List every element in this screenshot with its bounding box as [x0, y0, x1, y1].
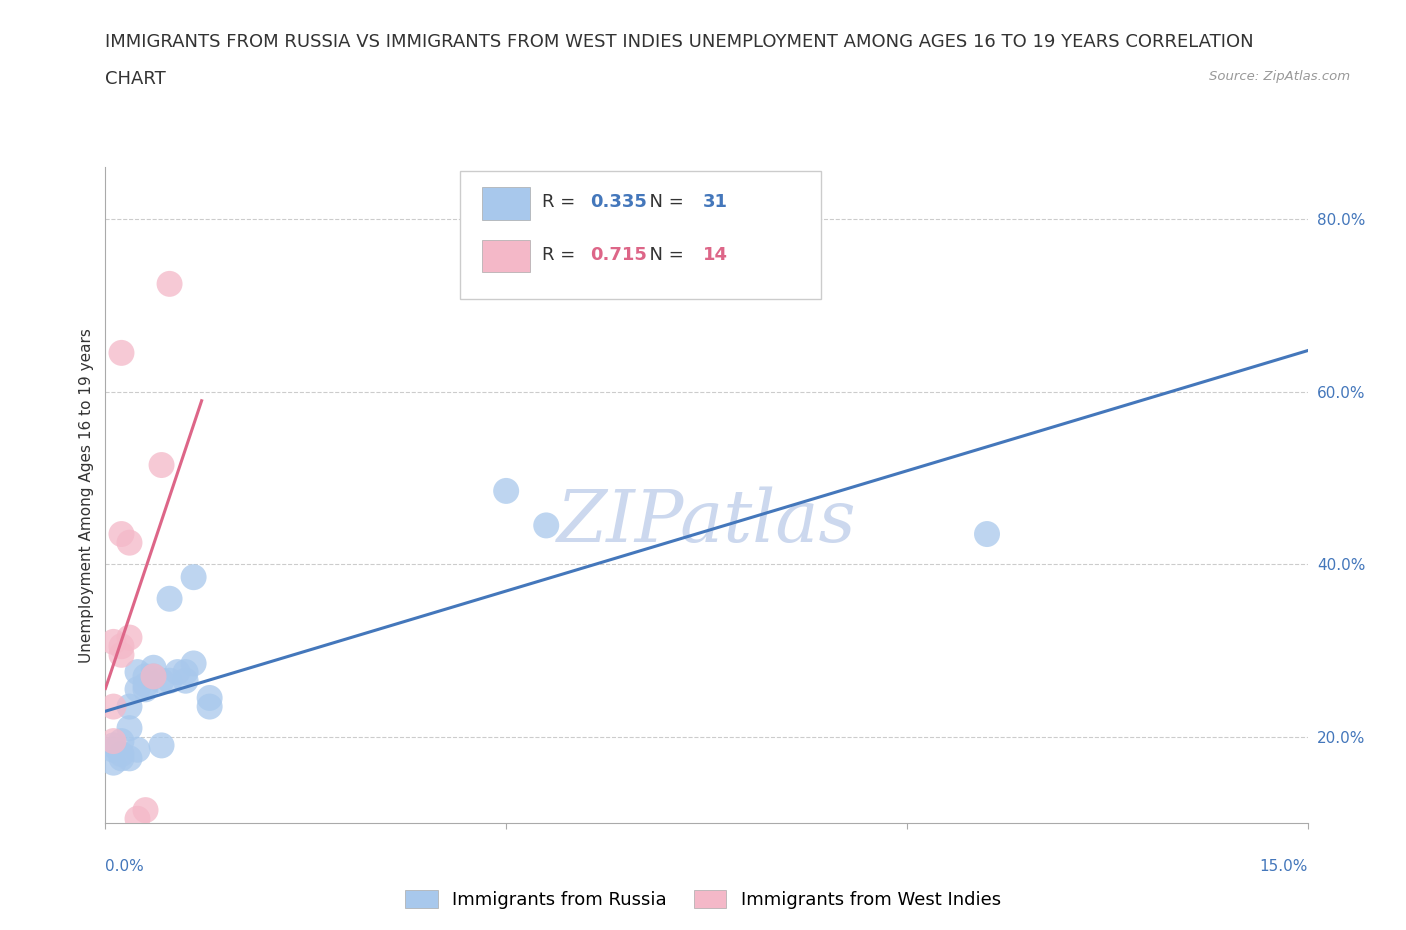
Point [534, 518, 557, 533]
Point [174, 665, 197, 680]
Text: Source: ZipAtlas.com: Source: ZipAtlas.com [1209, 70, 1350, 83]
Point [150, 738, 173, 753]
Point [103, 699, 125, 714]
Point [166, 665, 188, 680]
Text: R =: R = [541, 193, 581, 211]
Point [198, 690, 221, 705]
Point [183, 570, 205, 585]
Point [127, 811, 149, 826]
Point [103, 634, 125, 649]
Legend: Immigrants from Russia, Immigrants from West Indies: Immigrants from Russia, Immigrants from … [398, 883, 1008, 916]
Point [110, 734, 132, 749]
Text: CHART: CHART [105, 70, 166, 87]
Point [110, 526, 132, 541]
Text: 0.335: 0.335 [591, 193, 647, 211]
Point [110, 647, 132, 662]
FancyBboxPatch shape [482, 187, 530, 219]
Text: N =: N = [638, 246, 689, 263]
Point [118, 631, 141, 645]
Point [142, 660, 165, 675]
Point [976, 526, 998, 541]
Point [118, 751, 141, 765]
Text: 0.715: 0.715 [591, 246, 647, 263]
Point [103, 742, 125, 757]
Text: N =: N = [638, 193, 689, 211]
Text: 31: 31 [703, 193, 728, 211]
Point [110, 747, 132, 762]
Point [150, 458, 173, 472]
Point [174, 673, 197, 688]
Point [118, 699, 141, 714]
Point [103, 755, 125, 770]
Point [183, 656, 205, 671]
Point [127, 665, 149, 680]
Point [159, 673, 181, 688]
Point [159, 276, 181, 291]
Text: 15.0%: 15.0% [1260, 859, 1308, 874]
Point [142, 669, 165, 684]
Point [198, 699, 221, 714]
Text: R =: R = [541, 246, 581, 263]
Point [142, 669, 165, 684]
FancyBboxPatch shape [460, 171, 821, 299]
Y-axis label: Unemployment Among Ages 16 to 19 years: Unemployment Among Ages 16 to 19 years [79, 327, 94, 663]
Point [135, 682, 157, 697]
Point [103, 734, 125, 749]
Point [127, 682, 149, 697]
Text: 0.0%: 0.0% [105, 859, 145, 874]
Text: ZIPatlas: ZIPatlas [557, 486, 856, 557]
FancyBboxPatch shape [482, 240, 530, 272]
Point [110, 345, 132, 360]
Point [135, 678, 157, 693]
Point [110, 639, 132, 654]
Point [495, 484, 517, 498]
Point [135, 803, 157, 817]
Text: IMMIGRANTS FROM RUSSIA VS IMMIGRANTS FROM WEST INDIES UNEMPLOYMENT AMONG AGES 16: IMMIGRANTS FROM RUSSIA VS IMMIGRANTS FRO… [105, 33, 1254, 50]
Point [150, 673, 173, 688]
Point [127, 742, 149, 757]
Point [110, 751, 132, 765]
Point [159, 591, 181, 606]
Point [135, 669, 157, 684]
Point [118, 536, 141, 551]
Text: 14: 14 [703, 246, 728, 263]
Point [103, 738, 125, 753]
Point [118, 721, 141, 736]
